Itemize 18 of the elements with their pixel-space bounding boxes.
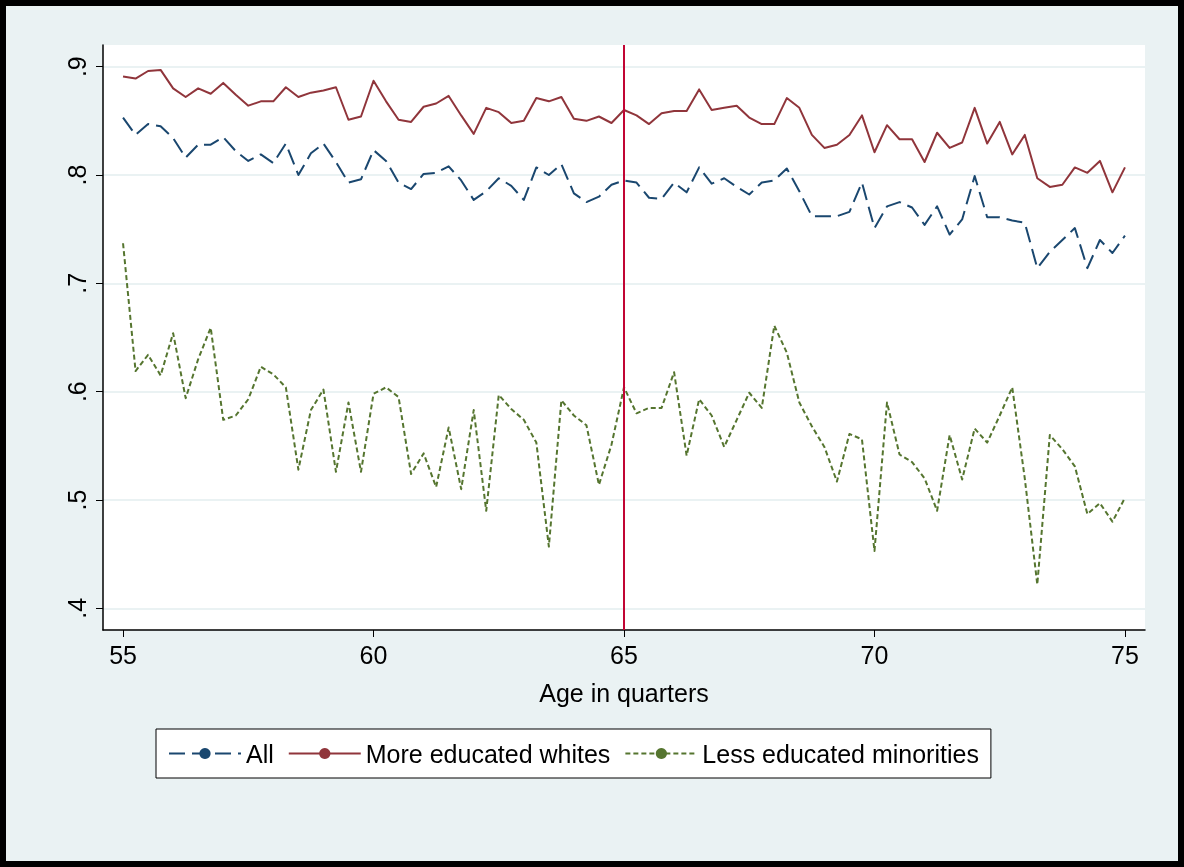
y-tick-label: .8 [62,164,91,186]
legend-label: All [246,739,274,768]
y-tick-label: .9 [62,56,91,78]
line-series [122,116,1126,270]
y-tick-label: .4 [62,597,91,619]
legend-label: Less educated minorities [702,739,979,768]
x-axis-title: Age in quarters [539,678,709,707]
y-tick-label: .6 [62,381,91,403]
x-tick-label: 60 [359,640,388,669]
x-tick-label: 65 [610,640,638,669]
y-tick-label: .7 [62,272,91,294]
x-tick-label: 75 [1111,640,1139,669]
y-tick-label: .5 [62,489,91,511]
line-series [122,242,1126,586]
legend-label: More educated whites [365,739,611,768]
line-series [122,68,1126,194]
x-tick-label: 70 [860,640,889,669]
x-tick-label: 55 [109,640,137,669]
